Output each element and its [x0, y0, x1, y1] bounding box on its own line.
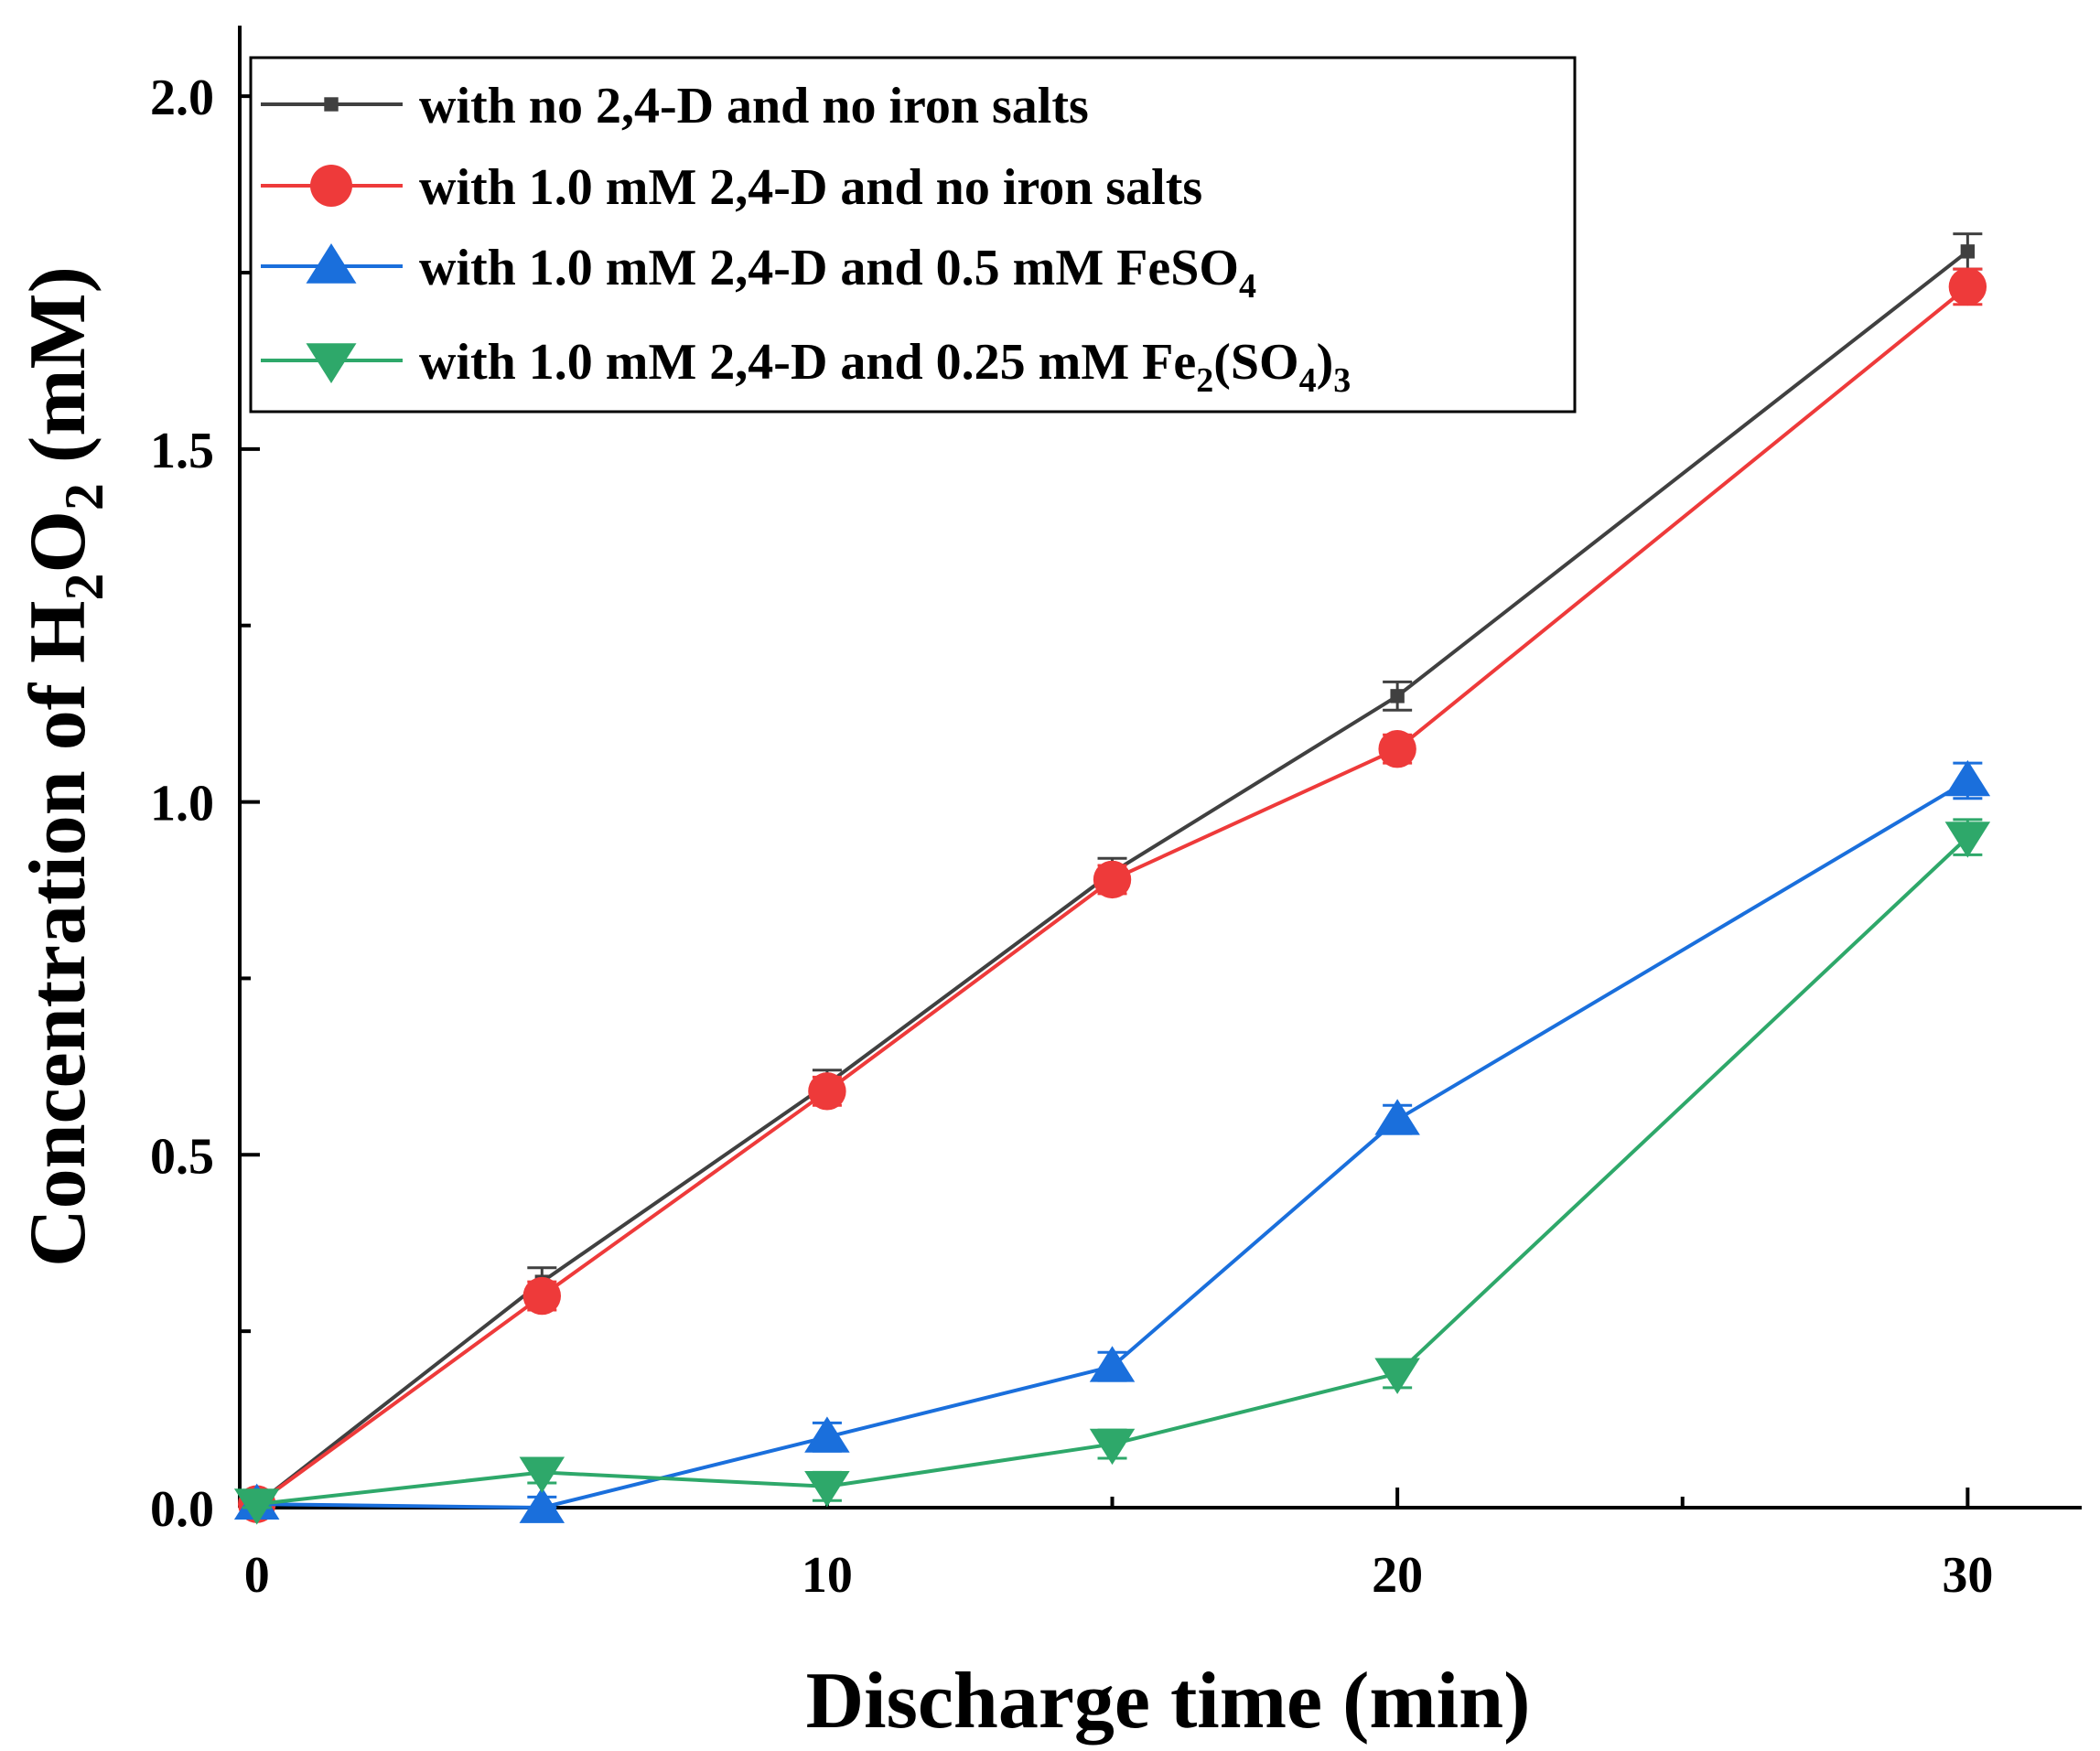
circle-marker: [310, 165, 352, 207]
triangle-up-marker: [519, 1487, 565, 1523]
legend-entry: with no 2,4-D and no iron salts: [261, 78, 1089, 134]
y-tick-label: 0.0: [150, 1481, 214, 1538]
triangle-down-marker: [519, 1456, 565, 1493]
legend-subscript: 4: [1239, 267, 1256, 306]
y-title-part: (mM): [14, 266, 102, 483]
y-title-subscript: 2: [54, 574, 114, 601]
legend-entry: with 1.0 mM 2,4-D and no iron salts: [261, 159, 1202, 216]
axes: 0 10 20 30 0.0 0.5 1.0 1.5 2.0: [150, 26, 2082, 1604]
legend-label-part: (SO: [1213, 334, 1298, 391]
axis-titles: Discharge time (min)Concentration of H2O…: [14, 266, 1530, 1746]
legend: with no 2,4-D and no iron salts with 1.0 …: [249, 56, 1577, 414]
x-tick-label: 0: [244, 1547, 270, 1604]
triangle-down-marker: [1089, 1428, 1136, 1466]
x-tick-label: 20: [1372, 1547, 1423, 1604]
y-tick-label: 1.5: [150, 423, 214, 479]
x-axis-title: Discharge time (min): [806, 1657, 1531, 1746]
legend-label: with 1.0 mM 2,4-D and no iron salts: [419, 159, 1202, 216]
triangle-up-marker: [804, 1416, 850, 1453]
x-tick-label: 10: [802, 1547, 853, 1604]
triangle-down-marker: [1944, 822, 1991, 858]
legend-entry: with 1.0 mM 2,4-D and 0.25 mM Fe2(SO4)3: [261, 334, 1351, 400]
triangle-down-marker: [1374, 1358, 1420, 1394]
square-marker: [1960, 244, 1976, 259]
circle-marker: [1948, 267, 1987, 306]
y-title-part: O: [14, 510, 102, 573]
series-circle: [237, 267, 1987, 1523]
square-marker: [1390, 689, 1405, 704]
y-axis-title: Concentration of H2O2 (mM): [14, 266, 114, 1267]
legend-label: with 1.0 mM 2,4-D and 0.5 mM FeSO4: [419, 240, 1256, 306]
circle-marker: [522, 1276, 562, 1316]
legend-label-part: ): [1317, 334, 1334, 391]
triangle-down-marker: [804, 1470, 850, 1508]
data-series: [233, 232, 1991, 1525]
series-line: [255, 285, 1969, 1506]
legend-box: [249, 56, 1577, 414]
legend-label-part: with 1.0 mM 2,4-D and 0.5 mM FeSO: [419, 240, 1239, 296]
y-title-subscript: 2: [54, 483, 114, 510]
legend-label: with no 2,4-D and no iron salts: [419, 78, 1089, 134]
y-tick-label: 1.0: [150, 776, 214, 833]
triangle-down-marker: [306, 343, 357, 383]
circle-marker: [1378, 730, 1416, 768]
series-line: [256, 835, 1969, 1507]
legend-label: with 1.0 mM 2,4-D and 0.25 mM Fe2(SO4)3: [419, 334, 1351, 400]
legend-label-part: with no 2,4-D and no iron salts: [419, 78, 1089, 134]
legend-subscript: 3: [1333, 361, 1351, 400]
legend-label-part: with 1.0 mM 2,4-D and no iron salts: [419, 159, 1202, 216]
series-line: [255, 250, 1969, 1506]
legend-label-part: with 1.0 mM 2,4-D and 0.25 mM Fe: [419, 334, 1196, 391]
square-marker: [324, 97, 339, 112]
triangle-up-marker: [1089, 1346, 1136, 1382]
legend-subscript: 2: [1196, 361, 1213, 400]
triangle-up-marker: [1374, 1099, 1420, 1135]
y-tick-label: 0.5: [150, 1128, 214, 1185]
y-tick-label: 2.0: [150, 70, 214, 126]
triangle-down-marker: [233, 1488, 280, 1525]
triangle-up-marker: [306, 243, 357, 284]
circle-marker: [808, 1072, 846, 1111]
series-line: [256, 779, 1969, 1510]
y-title-part: Concentration of H: [14, 601, 102, 1267]
triangle-up-marker: [1944, 759, 1991, 797]
series-triangle-down: [233, 818, 1991, 1525]
legend-subscript: 4: [1299, 361, 1317, 400]
series-triangle-up: [233, 759, 1991, 1523]
circle-marker: [1093, 860, 1132, 899]
legend-entry: with 1.0 mM 2,4-D and 0.5 mM FeSO4: [261, 240, 1256, 306]
x-tick-label: 30: [1942, 1547, 1993, 1604]
